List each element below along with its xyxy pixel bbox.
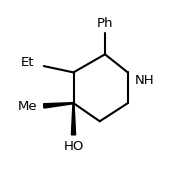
Text: Ph: Ph — [97, 17, 113, 30]
Text: Et: Et — [21, 56, 35, 69]
Polygon shape — [71, 103, 76, 135]
Text: HO: HO — [63, 140, 84, 153]
Polygon shape — [44, 103, 74, 108]
Text: NH: NH — [135, 74, 154, 87]
Text: Me: Me — [17, 100, 37, 113]
